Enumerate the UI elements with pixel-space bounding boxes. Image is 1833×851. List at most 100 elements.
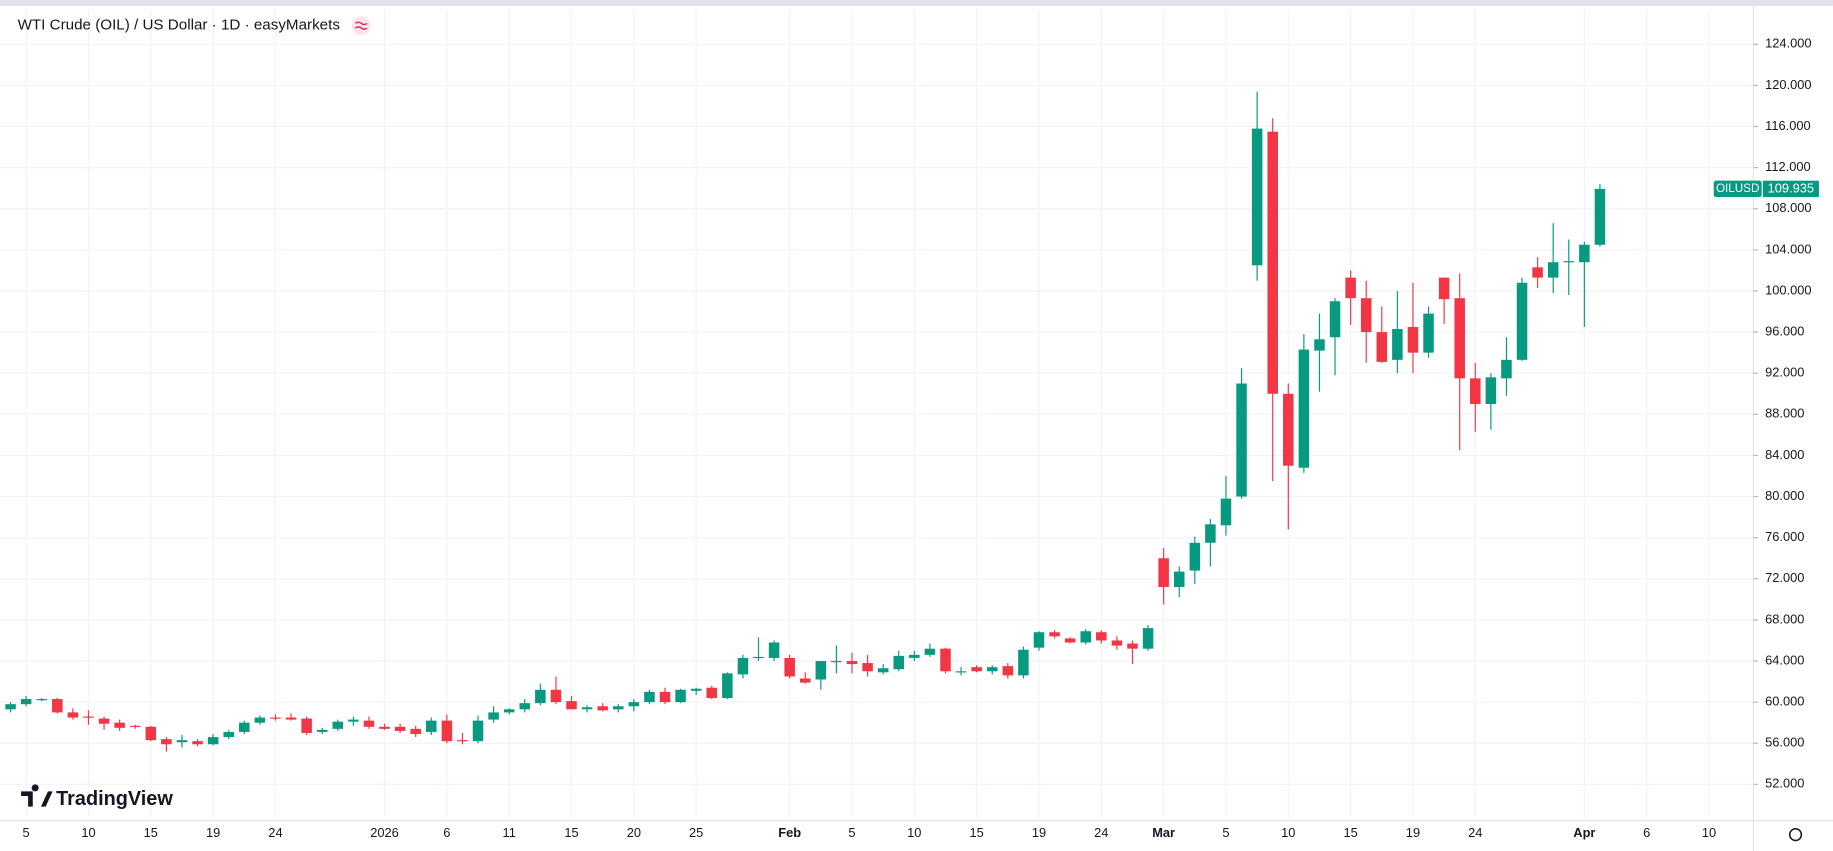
candle-body: [363, 720, 375, 727]
candle-body: [1594, 188, 1606, 245]
axes: 52.000 56.000 60.000 64.000 68.000 72.000 76.0…: [23, 36, 1812, 840]
candle-body: [566, 701, 577, 710]
candle-body: [628, 702, 640, 707]
candle-body: [862, 663, 873, 672]
candle-body: [83, 716, 94, 718]
y-tick-label: 108.000: [1765, 200, 1811, 215]
candle-body: [192, 741, 203, 745]
x-tick-label: 10: [1702, 825, 1716, 840]
candle-body: [5, 704, 16, 710]
candle-body: [1236, 383, 1247, 497]
candle-body: [877, 668, 889, 673]
x-tick-label: 10: [81, 825, 95, 840]
candle-body: [1189, 542, 1201, 571]
candle-body: [332, 721, 344, 729]
candle-body: [659, 691, 671, 703]
candle-body: [1283, 393, 1294, 466]
candle-body: [379, 726, 390, 729]
watermark-logo: [21, 784, 53, 807]
candle-body: [519, 703, 531, 710]
candle-body: [1064, 638, 1076, 643]
x-tick-label: 6: [443, 825, 450, 840]
candle-body: [550, 689, 562, 703]
y-tick-label: 116.000: [1765, 118, 1810, 133]
candle-body: [909, 654, 920, 658]
candle-body: [1173, 571, 1185, 588]
candle-body: [597, 706, 608, 711]
x-tick-label: 19: [1406, 825, 1420, 840]
candle-body: [52, 699, 63, 713]
candle-body: [893, 655, 905, 670]
candle-body: [239, 722, 250, 732]
candle-body: [1314, 339, 1325, 351]
candle-body: [613, 706, 624, 710]
candle-body: [1205, 524, 1216, 543]
x-tick-label: 5: [23, 825, 30, 840]
y-tick-label: 88.000: [1765, 406, 1804, 421]
candle-body: [129, 725, 141, 727]
candle-body: [971, 667, 982, 672]
candle-body: [114, 722, 125, 728]
watermark: TradingView: [21, 784, 173, 810]
y-tick-label: 100.000: [1765, 282, 1811, 297]
candle-body: [207, 737, 219, 745]
source-icon: [351, 16, 371, 36]
x-tick-label: 15: [1343, 825, 1357, 840]
x-tick-label: 20: [627, 825, 641, 840]
candle-body: [316, 729, 328, 732]
candle-body: [1033, 632, 1045, 648]
candle-body: [1407, 326, 1419, 353]
x-tick-label: 2026: [370, 825, 399, 840]
candle-body: [675, 689, 686, 703]
y-tick-label: 52.000: [1765, 776, 1804, 791]
candle-body: [1376, 332, 1388, 362]
candle-body: [223, 731, 234, 738]
candle-body: [1438, 277, 1450, 300]
settings-icon[interactable]: [1788, 828, 1803, 842]
candles: [5, 91, 1606, 752]
candle-body: [1251, 128, 1263, 266]
candle-body: [145, 726, 157, 741]
candle-body: [270, 717, 281, 719]
candle-body: [1080, 631, 1091, 643]
candle-body: [1049, 632, 1060, 637]
price-badge-text: 109.935: [1768, 180, 1814, 195]
candle-body: [1018, 649, 1029, 676]
candle-body: [98, 718, 110, 724]
candle-body: [410, 728, 421, 734]
x-tick-label: 24: [1468, 825, 1482, 840]
x-tick-label: 5: [1222, 825, 1229, 840]
x-tick-label: 19: [206, 825, 220, 840]
y-tick-label: 96.000: [1765, 323, 1804, 338]
symbol-badge-text: OILUSD: [1716, 182, 1759, 195]
top-border: [0, 0, 1833, 6]
candle-body: [768, 642, 780, 658]
candle-body: [348, 719, 359, 722]
x-tick-label: Mar: [1152, 825, 1175, 840]
candle-body: [1423, 313, 1434, 353]
candle-body: [690, 688, 702, 691]
watermark-text: TradingView: [56, 788, 173, 810]
y-tick-label: 60.000: [1765, 694, 1804, 709]
y-tick-label: 68.000: [1765, 611, 1804, 626]
candle-body: [36, 699, 47, 701]
x-tick-label: 10: [907, 825, 921, 840]
candle-body: [301, 718, 312, 733]
candle-body: [722, 673, 733, 699]
candle-body: [1220, 498, 1232, 526]
price-badge: OILUSD 109.935: [1713, 180, 1819, 198]
candle-body: [1532, 267, 1543, 278]
y-tick-label: 56.000: [1765, 735, 1804, 750]
candle-body: [1360, 298, 1372, 333]
source-icon-glyph: [354, 21, 368, 30]
candle-body: [1516, 282, 1528, 360]
x-tick-label: 5: [848, 825, 855, 840]
candle-body: [1002, 666, 1014, 676]
x-tick-label: Feb: [778, 825, 801, 840]
candle-body: [426, 720, 437, 732]
candle-body: [644, 691, 655, 703]
x-tick-label: 19: [1032, 825, 1046, 840]
